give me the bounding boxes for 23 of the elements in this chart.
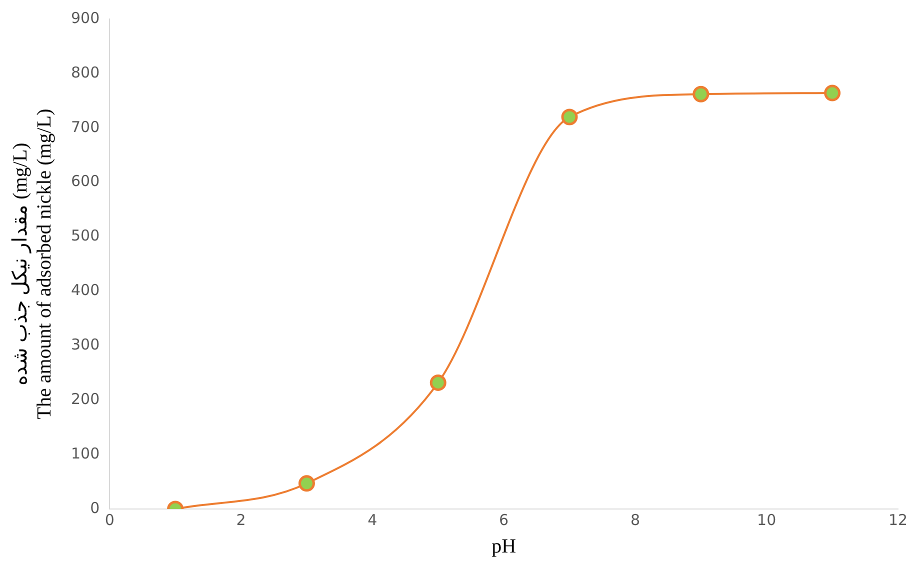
x-tick-label: 4 bbox=[368, 510, 378, 529]
x-tick-label: 2 bbox=[236, 510, 246, 529]
y-tick-label: 400 bbox=[70, 281, 100, 300]
y-tick-label: 300 bbox=[70, 336, 100, 354]
y-tick-label: 500 bbox=[70, 226, 100, 245]
point bbox=[692, 86, 710, 102]
x-tick-label: 0 bbox=[104, 510, 114, 529]
y-tick-label: 100 bbox=[70, 444, 100, 462]
y-tick-label: 0 bbox=[90, 498, 100, 517]
y-tick-label: 800 bbox=[70, 63, 100, 82]
point bbox=[430, 374, 446, 391]
y-tick-label: 200 bbox=[70, 390, 100, 408]
point bbox=[298, 475, 315, 492]
x-tick-label: 12 bbox=[888, 510, 908, 529]
y-tick-label: 900 bbox=[70, 8, 100, 27]
x-tick-label: 6 bbox=[499, 510, 509, 529]
point bbox=[824, 84, 841, 102]
y-tick-label: 700 bbox=[70, 118, 100, 136]
x-axis-title: pH bbox=[492, 535, 516, 558]
x-tick-label: 10 bbox=[757, 510, 776, 529]
x-tick-label: 8 bbox=[630, 510, 640, 529]
y-tick-label: 600 bbox=[70, 172, 100, 190]
point bbox=[561, 108, 578, 126]
